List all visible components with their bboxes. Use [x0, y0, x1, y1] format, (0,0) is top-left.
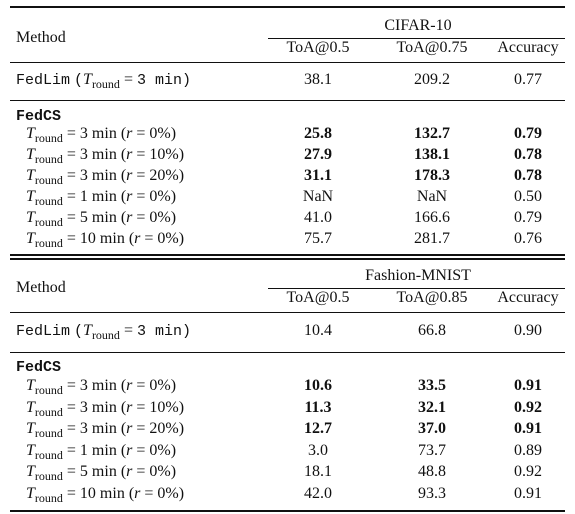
- table-cell: 0.77: [514, 71, 542, 88]
- table-cell: NaN: [416, 188, 448, 205]
- table-cell: 10.4: [304, 322, 332, 339]
- method-header: Method: [16, 279, 66, 296]
- table-fashion-mnist: Fashion-MNIST Method ToA@0.5 ToA@0.85 Ac…: [10, 258, 565, 514]
- baseline-method: FedLim (Tround = 3 min): [16, 71, 191, 91]
- row-label: Tround = 5 min (r = 0%): [26, 463, 177, 484]
- header-rule: [10, 312, 565, 313]
- table-cell: 18.1: [304, 463, 332, 481]
- row-label: Tround = 3 min (r = 10%): [26, 146, 185, 166]
- table-cell: 0.79: [514, 125, 542, 142]
- row-label: Tround = 10 min (r = 0%): [26, 485, 185, 505]
- row-label: Tround = 3 min (r = 10%): [26, 398, 185, 419]
- table-cell: 0.92: [514, 398, 542, 416]
- group-label: FedCS: [16, 359, 62, 376]
- bottom-rule: [10, 254, 565, 256]
- table-cell: 10.6: [304, 377, 332, 394]
- table-cell: 281.7: [414, 230, 450, 247]
- row-label: Tround = 3 min (r = 0%): [26, 125, 177, 145]
- table-cell: 41.0: [304, 209, 332, 226]
- table-cell: 0.78: [514, 146, 542, 163]
- top-rule: [10, 258, 565, 260]
- table-cell: 132.7: [414, 125, 450, 142]
- baseline-method: FedLim (Tround = 3 min): [16, 322, 191, 342]
- row-label: Tround = 1 min (r = 0%): [26, 441, 177, 462]
- row-label: Tround = 3 min (r = 20%): [26, 420, 185, 441]
- dataset-underline: [268, 38, 565, 39]
- bottom-rule: [10, 510, 565, 512]
- table-cell: 75.7: [304, 230, 332, 247]
- dataset-header: CIFAR-10: [384, 17, 452, 34]
- table-cell: 209.2: [414, 71, 450, 88]
- column-header: ToA@0.5: [286, 39, 350, 56]
- table-cell: 32.1: [418, 398, 446, 416]
- table-cell: 178.3: [414, 167, 450, 184]
- table-cell: 0.90: [514, 322, 542, 339]
- table-cell: 42.0: [304, 485, 332, 502]
- table-cell: 25.8: [304, 125, 332, 142]
- table-cell: 11.3: [304, 398, 332, 416]
- header-rule: [10, 62, 565, 63]
- dataset-header: Fashion-MNIST: [365, 267, 471, 284]
- table-cell: NaN: [302, 188, 334, 205]
- table-cell: 0.91: [514, 485, 542, 502]
- table-cell: 138.1: [414, 146, 450, 163]
- table-cell: 31.1: [304, 167, 332, 184]
- group-label: FedCS: [16, 108, 62, 125]
- row-label: Tround = 1 min (r = 0%): [26, 188, 177, 208]
- table-cell: 37.0: [418, 420, 446, 438]
- top-rule: [10, 6, 565, 8]
- column-header: ToA@0.5: [286, 289, 350, 306]
- table-cell: 166.6: [414, 209, 450, 226]
- table-cell: 3.0: [308, 441, 328, 459]
- table-cell: 33.5: [418, 377, 446, 394]
- table-cell: 0.92: [514, 463, 542, 481]
- table-cell: 38.1: [304, 71, 332, 88]
- table-cell: 0.78: [514, 167, 542, 184]
- table-cell: 0.89: [514, 441, 542, 459]
- table-cell: 0.76: [514, 230, 542, 247]
- table-cifar10: CIFAR-10 Method ToA@0.5 ToA@0.75 Accurac…: [10, 6, 565, 256]
- table-cell: 0.50: [514, 188, 542, 205]
- table-cell: 93.3: [418, 485, 446, 502]
- table-cell: 48.8: [418, 463, 446, 481]
- section-rule: [10, 100, 565, 101]
- column-header: Accuracy: [497, 39, 559, 56]
- baseline-name: FedLim: [16, 323, 71, 340]
- column-header: ToA@0.85: [396, 289, 468, 306]
- table-cell: 0.91: [514, 377, 542, 394]
- row-label: Tround = 3 min (r = 0%): [26, 377, 177, 397]
- table-cell: 66.8: [418, 322, 446, 339]
- section-rule: [10, 352, 565, 353]
- table-cell: 0.91: [514, 420, 542, 438]
- column-header: ToA@0.75: [396, 39, 468, 56]
- dataset-underline: [268, 288, 565, 289]
- table-cell: 0.79: [514, 209, 542, 226]
- baseline-name: FedLim: [16, 72, 71, 89]
- table-cell: 27.9: [304, 146, 332, 163]
- row-label: Tround = 5 min (r = 0%): [26, 209, 177, 229]
- row-label: Tround = 10 min (r = 0%): [26, 230, 185, 250]
- column-header: Accuracy: [497, 289, 559, 306]
- row-label: Tround = 3 min (r = 20%): [26, 167, 185, 187]
- table-cell: 73.7: [418, 441, 446, 459]
- table-cell: 12.7: [304, 420, 332, 438]
- method-header: Method: [16, 29, 66, 46]
